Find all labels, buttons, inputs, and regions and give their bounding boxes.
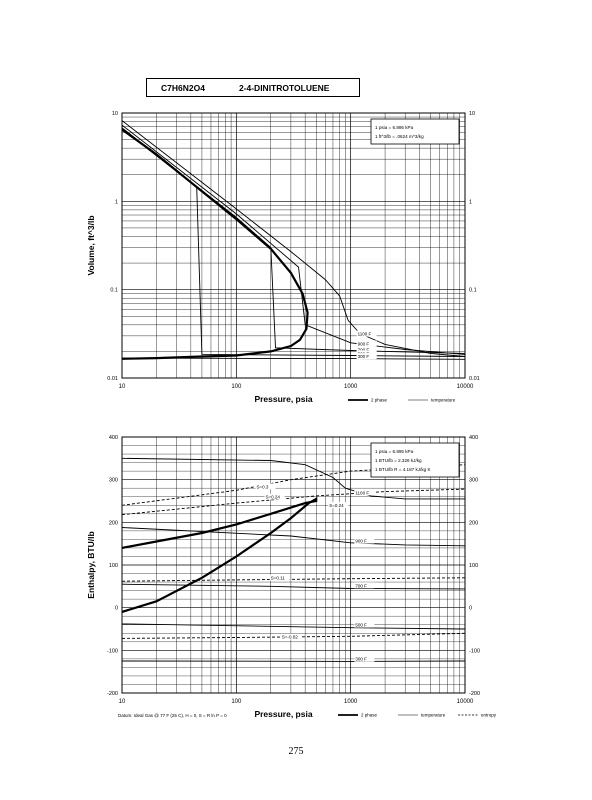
volume-x-axis-label: Pressure, psia bbox=[254, 394, 312, 404]
enthalpy-entropy-label-bg bbox=[280, 633, 301, 640]
volume-x-tick-label: 10 bbox=[119, 384, 126, 390]
formula-label: C7H6N2O4 bbox=[161, 82, 205, 93]
enthalpy-datum-footnote: Datum: Ideal Gas @ 77 F (25 C), H = 0, S… bbox=[118, 713, 227, 718]
enthalpy-y-tick-label-right: 200 bbox=[469, 520, 478, 526]
volume-isotherm-label-bg bbox=[356, 346, 377, 353]
enthalpy-entropy-label-bg bbox=[328, 502, 349, 509]
enthalpy-entropy-label: S=0.24 bbox=[329, 503, 344, 508]
page-number: 275 bbox=[288, 746, 304, 757]
volume-y-axis-label: Volume, ft^3/lb bbox=[86, 215, 96, 275]
volume-isotherm-label-bg bbox=[356, 330, 377, 337]
volume-y-tick-label: 0.01 bbox=[107, 376, 118, 382]
enthalpy-y-tick-label: 100 bbox=[109, 563, 118, 569]
enthalpy-isotherm-label-bg bbox=[354, 582, 375, 589]
volume-y-tick-label: 0.1 bbox=[110, 288, 118, 294]
enthalpy-y-tick-label: 300 bbox=[109, 478, 118, 484]
enthalpy-entropy-label: S=0.3 bbox=[256, 484, 268, 489]
enthalpy-isotherm-label-bg bbox=[354, 537, 375, 544]
enthalpy-series-s-0-11 bbox=[121, 577, 466, 582]
enthalpy-entropy-label-bg bbox=[264, 493, 285, 500]
volume-info-line: 1 ft^3/lb = .0624 m^3/kg bbox=[375, 134, 424, 139]
volume-grid bbox=[121, 113, 465, 379]
enthalpy-entropy-label: S=0.24 bbox=[266, 495, 281, 500]
enthalpy-isotherm-label: 900 F bbox=[355, 539, 367, 544]
volume-series-300-f bbox=[121, 357, 466, 360]
enthalpy-series-s-0-24 bbox=[121, 488, 466, 516]
enthalpy-isotherm-label: 300 F bbox=[355, 657, 367, 662]
enthalpy-x-axis-label: Pressure, psia bbox=[254, 709, 312, 719]
enthalpy-series-1100-f bbox=[121, 457, 465, 500]
volume-x-tick-label: 100 bbox=[231, 384, 242, 390]
volume-isotherm-label-bg bbox=[356, 340, 377, 347]
enthalpy-isotherm-label: 500 F bbox=[355, 623, 367, 628]
enthalpy-isotherm-label: 700 F bbox=[355, 583, 367, 588]
compound-name: 2-4-DINITROTOLUENE bbox=[238, 82, 330, 93]
volume-y-tick-label: 10 bbox=[112, 111, 118, 117]
volume-series-1100-f bbox=[121, 120, 466, 357]
volume-x-tick-label: 10000 bbox=[457, 384, 474, 390]
volume-y-tick-label-right: 0.01 bbox=[469, 376, 480, 382]
enthalpy-entropy-label: S=-0.02 bbox=[282, 635, 298, 640]
enthalpy-plot-frame bbox=[121, 436, 466, 694]
enthalpy-entropy-label: S=0.11 bbox=[271, 576, 286, 581]
enthalpy-isotherm-label-bg bbox=[354, 655, 375, 662]
enthalpy-info-line: 1 psia = 6.895 kPa bbox=[375, 449, 414, 454]
volume-series-700-f bbox=[121, 127, 466, 354]
enthalpy-y-tick-label: 200 bbox=[109, 520, 118, 526]
enthalpy-y-axis-label: Enthalpy, BTU/lb bbox=[86, 531, 96, 598]
enthalpy-entropy-label-bg bbox=[269, 574, 290, 581]
enthalpy-series-900-f bbox=[121, 527, 466, 547]
volume-isotherm-label: 300 F bbox=[358, 354, 370, 359]
volume-y-tick-label-right: 1 bbox=[469, 199, 472, 205]
enthalpy-series-s-0-3 bbox=[121, 464, 466, 506]
chart-title-box: C7H6N2O4 2-4-DINITROTOLUENE bbox=[146, 78, 360, 97]
enthalpy-x-tick-label: 10 bbox=[119, 699, 126, 705]
enthalpy-y-tick-label-right: 300 bbox=[469, 478, 478, 484]
volume-isotherm-label-bg bbox=[356, 353, 377, 360]
enthalpy-info-box bbox=[370, 442, 460, 478]
enthalpy-y-tick-label-right: 100 bbox=[469, 563, 478, 569]
volume-info-box bbox=[370, 118, 460, 145]
enthalpy-isotherm-label-bg bbox=[354, 621, 375, 628]
enthalpy-legend-label: temperature bbox=[421, 713, 446, 718]
enthalpy-info-line: 1 BTU/lb = 2.326 kJ/kg bbox=[375, 458, 422, 463]
enthalpy-y-tick-label-right: 0 bbox=[469, 606, 472, 612]
enthalpy-x-tick-label: 10000 bbox=[457, 699, 474, 705]
volume-series-2-phase bbox=[121, 128, 309, 360]
enthalpy-series-500-f bbox=[121, 623, 466, 630]
enthalpy-series-2-phase bbox=[121, 497, 318, 613]
volume-series-900-f bbox=[121, 124, 466, 355]
volume-legend-label: 2 phase bbox=[371, 398, 388, 403]
enthalpy-y-tick-label: 400 bbox=[109, 435, 118, 441]
volume-y-tick-label: 1 bbox=[115, 199, 118, 205]
volume-isotherm-label: 700 F bbox=[358, 347, 370, 352]
volume-y-tick-label-right: 0.1 bbox=[469, 288, 477, 294]
enthalpy-y-tick-label: -100 bbox=[107, 648, 118, 654]
enthalpy-y-tick-label: -200 bbox=[107, 691, 118, 697]
volume-x-tick-label: 1000 bbox=[344, 384, 358, 390]
enthalpy-y-tick-label-right: -100 bbox=[469, 648, 480, 654]
enthalpy-y-tick-label: 0 bbox=[115, 606, 118, 612]
enthalpy-legend-label: entropy bbox=[481, 713, 497, 718]
volume-series-500-f bbox=[121, 128, 466, 357]
enthalpy-entropy-label-bg bbox=[255, 483, 276, 490]
volume-plot-frame bbox=[121, 112, 466, 379]
enthalpy-info-line: 1 BTU/lb R = 4.187 kJ/kg K bbox=[375, 467, 431, 472]
volume-y-tick-label-right: 10 bbox=[469, 111, 475, 117]
enthalpy-isotherm-label-bg bbox=[354, 489, 375, 496]
enthalpy-x-tick-label: 1000 bbox=[344, 699, 358, 705]
volume-isotherm-label: 900 F bbox=[358, 341, 370, 346]
volume-legend-label: temperature bbox=[431, 398, 456, 403]
enthalpy-x-tick-label: 100 bbox=[231, 699, 242, 705]
enthalpy-isotherm-label: 1100 F bbox=[355, 490, 369, 495]
enthalpy-y-tick-label-right: -200 bbox=[469, 691, 480, 697]
enthalpy-y-tick-label-right: 400 bbox=[469, 435, 478, 441]
volume-info-line: 1 psia = 6.895 kPa bbox=[375, 125, 414, 130]
volume-isotherm-label: 1100 F bbox=[358, 332, 372, 337]
enthalpy-legend-label: 2 phase bbox=[361, 713, 378, 718]
enthalpy-series-700-f bbox=[121, 583, 466, 590]
